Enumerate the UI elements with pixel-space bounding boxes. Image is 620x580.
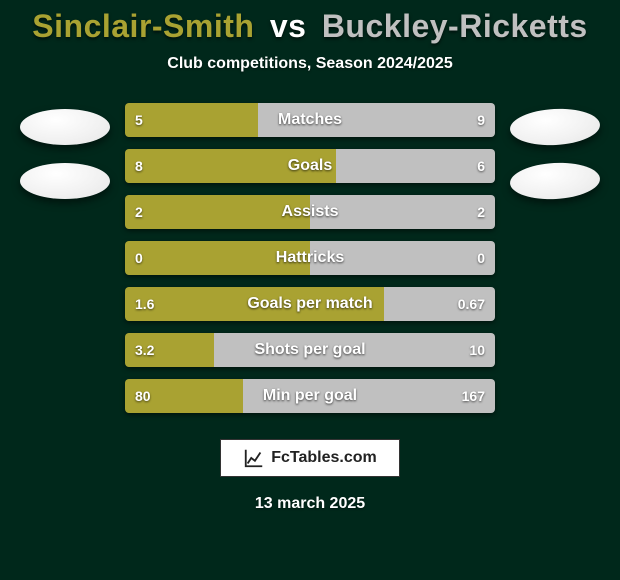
stat-left-value: 80	[135, 388, 151, 404]
stat-left-value: 2	[135, 204, 143, 220]
player2-club-avatar	[509, 161, 601, 202]
stat-bar: 3.2 10 Shots per goal	[125, 333, 495, 367]
player1-club-avatar	[20, 163, 110, 199]
subtitle: Club competitions, Season 2024/2025	[0, 55, 620, 73]
stat-right-value: 167	[462, 388, 485, 404]
stat-bar: 2 2 Assists	[125, 195, 495, 229]
stat-right-value: 9	[477, 112, 485, 128]
stat-bar: 80 167 Min per goal	[125, 379, 495, 413]
chart-icon	[243, 447, 265, 469]
stat-label: Goals per match	[247, 295, 372, 313]
stat-bars: 5 9 Matches 8 6 Goals 2 2 Assists 0 0 Hattricks 1.6 0…	[125, 103, 495, 413]
comparison-infographic: Sinclair-Smith vs Buckley-Ricketts Club …	[0, 0, 620, 580]
stat-label: Hattricks	[276, 249, 344, 267]
stat-right-value: 2	[477, 204, 485, 220]
stat-bar: 0 0 Hattricks	[125, 241, 495, 275]
avatar-col-right	[505, 103, 605, 199]
bar-left-fill	[125, 103, 258, 137]
source-logo-text: FcTables.com	[271, 449, 377, 467]
bar-right-fill	[336, 149, 495, 183]
player2-avatar	[509, 107, 601, 148]
stat-right-value: 6	[477, 158, 485, 174]
stat-label: Goals	[288, 157, 332, 175]
stat-bar: 8 6 Goals	[125, 149, 495, 183]
avatar-col-left	[15, 103, 115, 199]
stat-left-value: 3.2	[135, 342, 154, 358]
stat-left-value: 0	[135, 250, 143, 266]
player2-name: Buckley-Ricketts	[322, 8, 588, 44]
main-row: 5 9 Matches 8 6 Goals 2 2 Assists 0 0 Hattricks 1.6 0…	[0, 103, 620, 413]
stat-left-value: 8	[135, 158, 143, 174]
stat-label: Assists	[282, 203, 339, 221]
page-title: Sinclair-Smith vs Buckley-Ricketts	[0, 8, 620, 45]
stat-right-value: 0.67	[458, 296, 485, 312]
stat-bar: 1.6 0.67 Goals per match	[125, 287, 495, 321]
stat-bar: 5 9 Matches	[125, 103, 495, 137]
source-logo: FcTables.com	[220, 439, 400, 477]
stat-label: Matches	[278, 111, 342, 129]
vs-text: vs	[270, 8, 307, 44]
stat-right-value: 10	[469, 342, 485, 358]
stat-left-value: 5	[135, 112, 143, 128]
stat-right-value: 0	[477, 250, 485, 266]
stat-left-value: 1.6	[135, 296, 154, 312]
player1-name: Sinclair-Smith	[32, 8, 254, 44]
stat-label: Min per goal	[263, 387, 357, 405]
player1-avatar	[20, 109, 110, 145]
footer-date: 13 march 2025	[0, 495, 620, 513]
stat-label: Shots per goal	[254, 341, 365, 359]
